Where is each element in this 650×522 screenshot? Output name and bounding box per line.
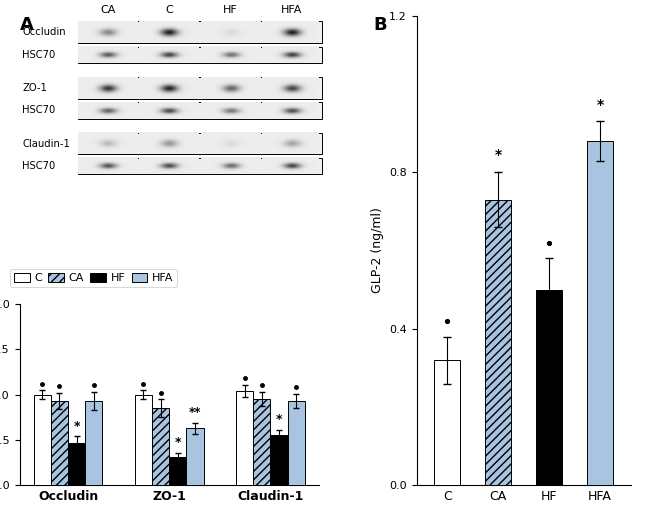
Bar	[85, 401, 103, 485]
Y-axis label: GLP-2 (ng/ml): GLP-2 (ng/ml)	[370, 208, 383, 293]
Bar	[288, 401, 305, 485]
Bar	[536, 290, 562, 485]
Text: HSC70: HSC70	[23, 50, 56, 60]
Bar	[78, 77, 322, 99]
Text: HFA: HFA	[281, 5, 303, 15]
Bar	[135, 395, 152, 485]
Text: CA: CA	[100, 5, 116, 15]
Bar	[485, 199, 512, 485]
Bar	[51, 401, 68, 485]
Bar	[78, 133, 322, 155]
Text: A: A	[20, 16, 33, 33]
Bar	[254, 399, 270, 485]
Bar	[434, 360, 460, 485]
Bar	[34, 395, 51, 485]
Bar	[169, 457, 187, 485]
Bar	[78, 102, 322, 118]
Text: *: *	[73, 420, 80, 433]
Text: HF: HF	[224, 5, 238, 15]
Text: B: B	[374, 16, 387, 33]
Text: *: *	[276, 413, 282, 426]
Bar	[236, 391, 254, 485]
Text: HSC70: HSC70	[23, 105, 56, 115]
Bar	[187, 428, 203, 485]
Bar	[78, 158, 322, 174]
Text: ZO-1: ZO-1	[23, 83, 47, 93]
Bar	[78, 47, 322, 63]
Text: *: *	[597, 98, 603, 112]
Bar	[587, 141, 613, 485]
Text: *: *	[495, 148, 502, 162]
Text: Occludin: Occludin	[23, 27, 66, 38]
Text: C: C	[165, 5, 173, 15]
Bar	[68, 443, 85, 485]
Text: **: **	[188, 406, 202, 419]
Text: HSC70: HSC70	[23, 161, 56, 171]
Text: Claudin-1: Claudin-1	[23, 138, 70, 149]
Text: *: *	[175, 436, 181, 449]
Bar	[270, 435, 288, 485]
Legend: C, CA, HF, HFA: C, CA, HF, HFA	[10, 269, 177, 287]
Bar	[152, 408, 169, 485]
Bar	[78, 21, 322, 43]
